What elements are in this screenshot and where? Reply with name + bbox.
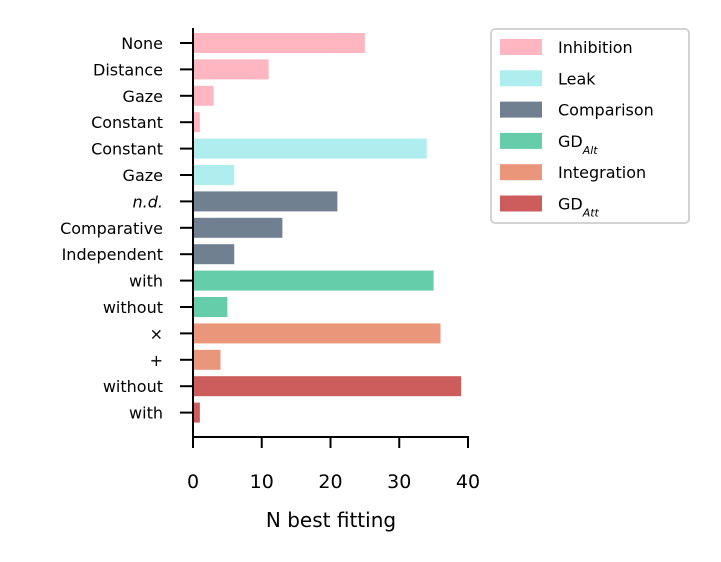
legend-label: Inhibition — [558, 38, 633, 57]
y-tick-label: without — [103, 377, 163, 396]
legend-swatch — [500, 39, 542, 55]
bar-12 — [194, 349, 221, 370]
legend-swatch — [500, 101, 542, 118]
bar-9 — [194, 270, 434, 291]
legend-label: Leak — [558, 69, 596, 88]
y-tick-label: Gaze — [123, 87, 163, 106]
y-tick-label: Distance — [93, 60, 163, 79]
y-tick-label: with — [129, 404, 163, 423]
x-axis-ticks: 0 10 20 30 40 — [187, 437, 480, 493]
legend-label-subscript: Att — [582, 206, 600, 219]
bar-13 — [194, 376, 462, 397]
legend: InhibitionLeakComparisonGDAltIntegration… — [490, 28, 690, 224]
y-tick-label: None — [121, 34, 163, 53]
legend-swatch — [500, 70, 542, 87]
bars-group — [194, 33, 462, 423]
bar-3 — [194, 112, 200, 133]
y-tick-label: n.d. — [133, 192, 163, 211]
legend-swatch — [500, 164, 542, 181]
bar-4 — [194, 138, 427, 159]
x-tick-label: 20 — [318, 471, 342, 493]
y-tick-label: with — [129, 272, 163, 291]
y-axis-ticks: None Distance Gaze Constant Constant Gaze n.d.… — [60, 34, 193, 423]
y-tick-label: Independent — [62, 245, 163, 264]
bar-6 — [194, 191, 338, 212]
bar-0 — [194, 33, 365, 53]
y-tick-label: without — [103, 298, 163, 317]
x-tick-label: 40 — [456, 471, 480, 493]
x-tick-label: 30 — [387, 471, 411, 493]
y-tick-label: Comparative — [60, 219, 163, 238]
y-tick-label: Constant — [91, 140, 163, 159]
x-tick-label: 10 — [250, 471, 274, 493]
bar-10 — [194, 297, 228, 317]
y-tick-label: + — [150, 351, 163, 370]
legend-swatch — [500, 195, 542, 212]
y-tick-label: Constant — [91, 113, 163, 132]
x-tick-label: 0 — [187, 471, 199, 493]
bar-7 — [194, 217, 283, 238]
bar-2 — [194, 85, 214, 106]
bar-5 — [194, 165, 235, 185]
bar-11 — [194, 323, 441, 344]
bar-8 — [194, 244, 235, 265]
bar-1 — [194, 59, 269, 80]
y-tick-label: × — [150, 324, 163, 343]
legend-label-subscript: Alt — [582, 143, 599, 156]
legend-label: Comparison — [558, 101, 654, 120]
legend-label: Integration — [558, 163, 646, 182]
legend-frame — [490, 28, 690, 224]
x-axis-label: N best fitting — [266, 508, 396, 532]
bar-14 — [194, 402, 200, 423]
y-tick-label: Gaze — [123, 166, 163, 185]
legend-swatch — [500, 132, 542, 149]
